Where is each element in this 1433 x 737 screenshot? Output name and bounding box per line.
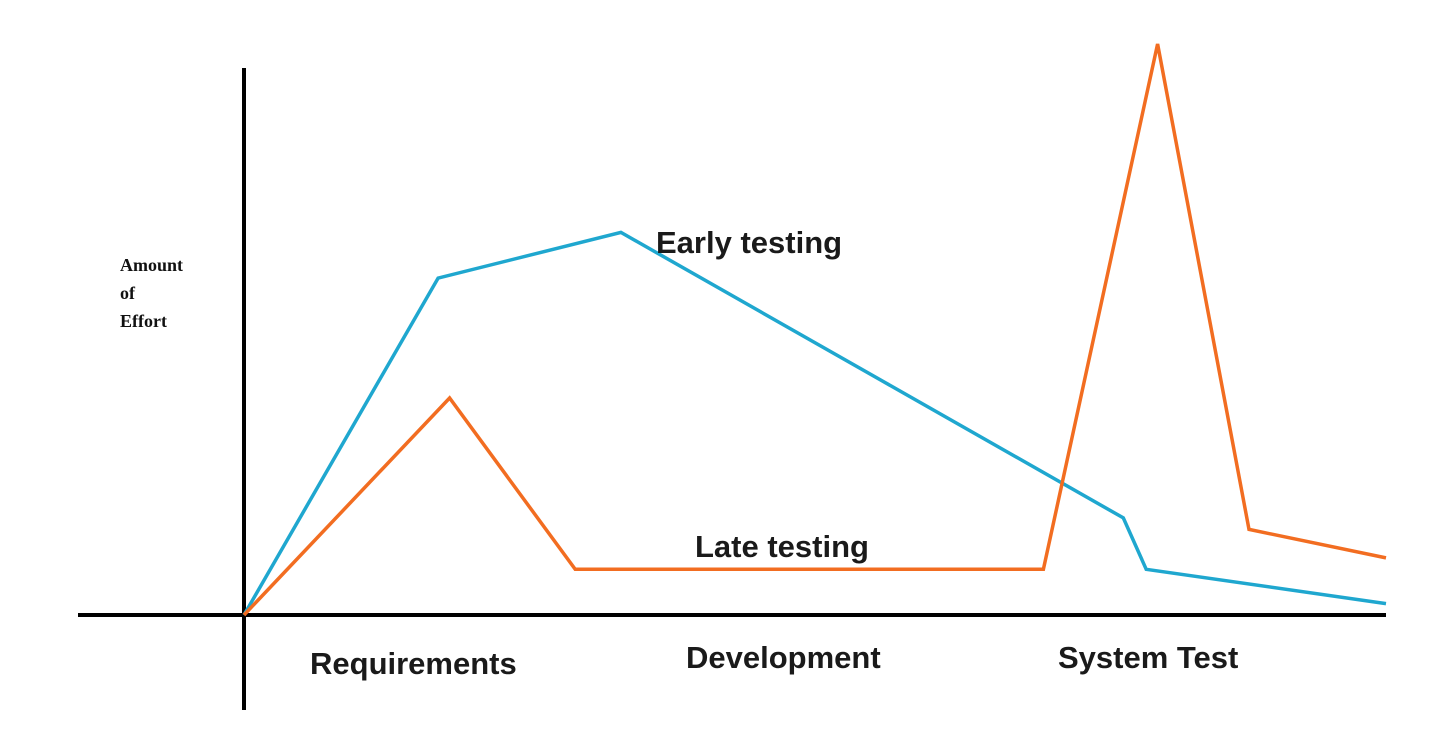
- late-testing-line: [242, 43, 1387, 617]
- category-label-development: Development: [686, 640, 881, 675]
- category-label-requirements: Requirements: [310, 646, 517, 681]
- category-label-system-test: System Test: [1058, 640, 1238, 675]
- early-testing-label: Early testing: [656, 225, 842, 260]
- y-axis-label-line-1: Amount: [120, 255, 183, 275]
- late-testing-label: Late testing: [695, 529, 869, 564]
- early-testing-line: [242, 230, 1387, 616]
- y-axis-label-line-3: Effort: [120, 311, 167, 331]
- y-axis-label-line-2: of: [120, 283, 136, 303]
